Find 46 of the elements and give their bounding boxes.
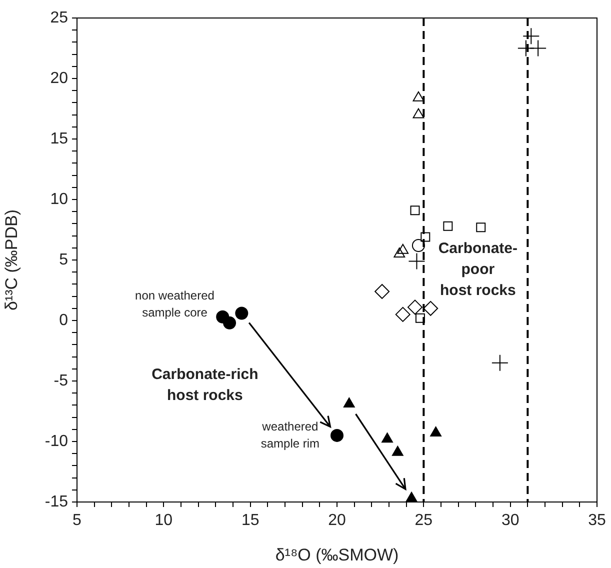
point	[423, 300, 438, 316]
point	[235, 306, 248, 320]
x-axis-title: δ¹⁸O (‰SMOW)	[275, 545, 399, 564]
point	[382, 432, 393, 443]
y-tick-label: 20	[50, 70, 68, 87]
x-tick-label: 10	[154, 512, 173, 530]
x-tick-label: 20	[328, 512, 346, 530]
y-tick-label: -15	[44, 493, 68, 510]
x-tick-label: 25	[414, 512, 433, 530]
point	[374, 284, 390, 299]
point	[420, 232, 430, 242]
y-tick-label: 5	[59, 251, 68, 268]
point	[223, 316, 236, 330]
x-tick-label: 30	[501, 512, 520, 530]
point	[394, 247, 406, 258]
y-tick-label: 0	[59, 312, 68, 329]
y-axis-title: δ¹³C (‰PDB)	[2, 209, 21, 311]
point	[408, 300, 422, 315]
y-tick-label: 15	[50, 130, 68, 148]
point	[530, 40, 547, 57]
point	[443, 221, 453, 231]
point	[408, 252, 426, 270]
point	[415, 313, 425, 323]
y-tick-label: 25	[50, 9, 68, 26]
point	[476, 222, 486, 232]
point	[395, 306, 410, 322]
y-tick-label: -5	[54, 372, 68, 390]
point	[412, 238, 425, 252]
annotation: weathered sample rim	[260, 420, 320, 451]
point	[406, 492, 418, 502]
x-tick-label: 35	[588, 512, 606, 530]
annotation: non weathered sample core	[135, 288, 214, 320]
y-tick-label: 10	[50, 190, 68, 208]
point	[522, 28, 540, 45]
annotation: Carbonate- poor host rocks	[438, 240, 518, 299]
point	[410, 206, 420, 216]
point	[491, 354, 508, 372]
point	[392, 446, 404, 456]
point	[430, 426, 442, 437]
x-tick-label: 15	[241, 512, 260, 530]
x-tick-label: 5	[72, 512, 82, 530]
point	[397, 244, 409, 254]
annotation: Carbonate-rich host rocks	[152, 366, 258, 404]
y-tick-label: -10	[44, 432, 68, 450]
point	[343, 397, 355, 408]
point	[330, 428, 344, 442]
